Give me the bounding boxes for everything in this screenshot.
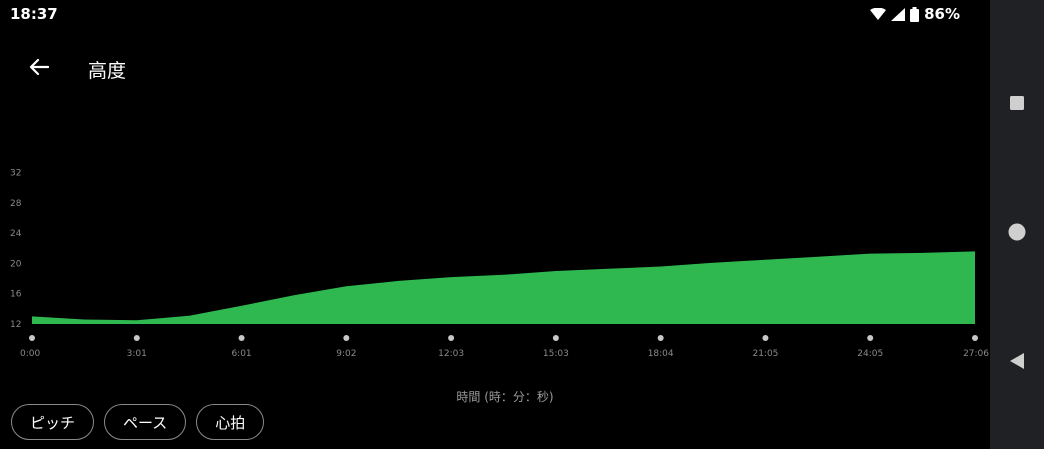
chip-pitch[interactable]: ピッチ bbox=[11, 404, 95, 440]
battery-icon bbox=[910, 6, 920, 22]
back-triangle-icon bbox=[1009, 352, 1025, 374]
x-tick-label: 15:03 bbox=[543, 349, 569, 359]
x-tick-label: 6:01 bbox=[231, 349, 251, 359]
chip-pace[interactable]: ペース bbox=[104, 404, 187, 440]
battery-percent: 86% bbox=[924, 5, 960, 23]
x-tick-dot bbox=[552, 335, 559, 341]
y-tick-label: 16 bbox=[10, 290, 22, 300]
status-bar: 18:37 86% bbox=[0, 0, 990, 28]
y-tick-label: 28 bbox=[10, 199, 22, 209]
metric-chips: ピッチ ペース 心拍 bbox=[11, 404, 265, 440]
x-tick-dot bbox=[29, 335, 35, 341]
page-title: 高度 bbox=[88, 60, 127, 82]
back-button[interactable] bbox=[22, 52, 56, 86]
x-tick-dot bbox=[448, 335, 455, 341]
x-tick-dot bbox=[972, 335, 978, 341]
home-circle-icon bbox=[1008, 223, 1026, 245]
system-nav-bar bbox=[990, 0, 1044, 449]
recents-button[interactable] bbox=[990, 78, 1044, 132]
x-tick-label: 27:06 bbox=[963, 349, 989, 359]
x-tick-label: 24:05 bbox=[857, 349, 883, 359]
wifi-icon bbox=[870, 7, 887, 21]
x-tick-dot bbox=[762, 335, 769, 341]
altitude-chart-svg: 12 16 20 24 28 32 0:00 3:01 6:01 9:02 12:03 15:03 18… bbox=[10, 169, 989, 359]
status-time: 18:37 bbox=[10, 5, 58, 23]
y-tick-label: 24 bbox=[10, 229, 22, 239]
x-tick-dot bbox=[657, 335, 664, 341]
x-tick-dot bbox=[343, 335, 350, 341]
signal-icon bbox=[891, 7, 906, 21]
app-bar: 高度 bbox=[0, 48, 990, 88]
chip-heart-rate[interactable]: 心拍 bbox=[196, 404, 265, 440]
x-tick-dot bbox=[867, 335, 874, 341]
altitude-area bbox=[32, 251, 975, 324]
x-tick-label: 21:05 bbox=[752, 349, 778, 359]
status-icons: 86% bbox=[870, 5, 960, 23]
home-button[interactable] bbox=[990, 207, 1044, 261]
x-tick-dot bbox=[238, 335, 245, 341]
x-tick-label: 9:02 bbox=[336, 349, 356, 359]
x-tick-dot bbox=[133, 335, 140, 341]
x-tick-label: 18:04 bbox=[648, 349, 674, 359]
system-back-button[interactable] bbox=[990, 336, 1044, 390]
altitude-chart: 12 16 20 24 28 32 0:00 3:01 6:01 9:02 12:03 15:03 18… bbox=[0, 140, 992, 400]
y-tick-label: 20 bbox=[10, 260, 22, 270]
y-tick-label: 12 bbox=[10, 320, 21, 330]
arrow-back-icon bbox=[29, 58, 50, 80]
recents-square-icon bbox=[1009, 95, 1025, 115]
x-axis-title: 時間 (時：分：秒) bbox=[456, 390, 554, 404]
x-tick-label: 12:03 bbox=[438, 349, 464, 359]
x-tick-label: 0:00 bbox=[20, 349, 40, 359]
y-tick-label: 32 bbox=[10, 169, 21, 179]
x-tick-label: 3:01 bbox=[127, 349, 147, 359]
